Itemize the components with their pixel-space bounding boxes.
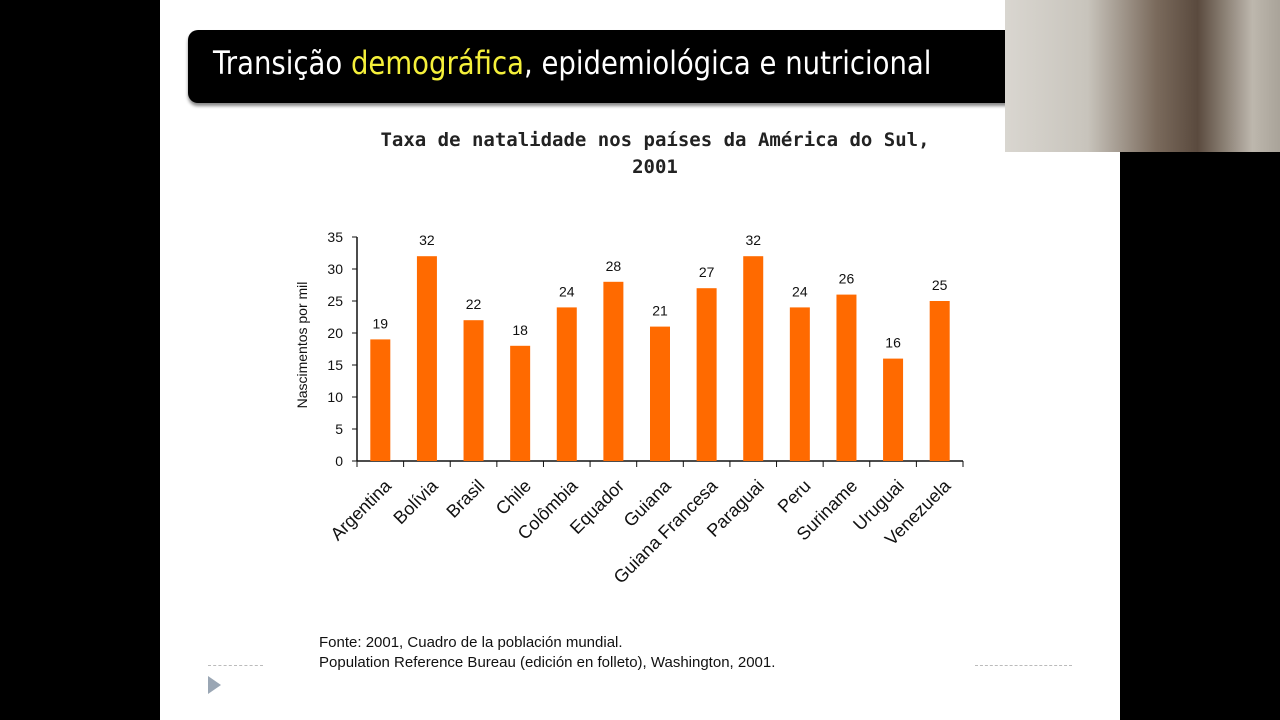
bar-colômbia [556, 307, 577, 461]
bar-suriname [836, 294, 857, 461]
bar-paraguai [743, 256, 764, 461]
data-label: 19 [373, 315, 389, 331]
y-tick-label: 30 [327, 261, 343, 277]
y-axis-label: Nascimentos por mil [294, 282, 310, 409]
slide [160, 0, 1120, 720]
bar-brasil [463, 320, 484, 461]
y-tick-label: 20 [327, 325, 343, 341]
data-label: 24 [559, 283, 575, 299]
y-tick-label: 10 [327, 389, 343, 405]
divider-left [208, 665, 263, 666]
data-label: 22 [466, 296, 482, 312]
source-line-1: Fonte: 2001, Cuadro de la población mund… [319, 634, 623, 651]
divider-right [975, 665, 1072, 666]
category-label: Chile [492, 476, 535, 519]
data-label: 21 [652, 303, 668, 319]
y-tick-label: 35 [327, 229, 343, 245]
title-bar [188, 30, 1018, 103]
data-label: 18 [512, 322, 528, 338]
y-tick-label: 15 [327, 357, 343, 373]
bar-guiana [650, 326, 670, 461]
source-line-2: Population Reference Bureau (edición en … [319, 654, 776, 671]
bar-peru [789, 307, 810, 461]
data-label: 32 [745, 232, 761, 248]
data-label: 16 [885, 335, 901, 351]
y-tick-label: 0 [335, 453, 343, 469]
data-label: 27 [699, 264, 715, 280]
source-note: Fonte: 2001, Cuadro de la población mund… [319, 633, 775, 673]
title-text: Transição [213, 44, 351, 82]
data-label: 28 [606, 258, 622, 274]
y-tick-label: 25 [327, 293, 343, 309]
title-text-rest: , epidemiológica e nutricional [523, 44, 932, 82]
next-slide-arrow-icon[interactable] [208, 676, 221, 694]
bar-chile [510, 345, 531, 461]
bar-uruguai [883, 358, 904, 461]
category-label: Argentina [327, 475, 396, 544]
category-label: Peru [774, 476, 815, 517]
bar-guiana-francesa [696, 288, 717, 461]
title-highlight: demográfica [350, 44, 524, 82]
data-label: 24 [792, 283, 808, 299]
y-tick-label: 5 [335, 421, 343, 437]
data-label: 25 [932, 277, 948, 293]
data-label: 26 [839, 271, 855, 287]
category-label: Brasil [442, 476, 488, 522]
chart-title: Taxa de natalidade nos países da América… [380, 129, 929, 151]
bar-bolívia [416, 256, 437, 461]
category-label: Bolívia [389, 475, 442, 528]
bar-equador [603, 281, 624, 461]
data-label: 32 [419, 232, 435, 248]
bar-argentina [370, 339, 391, 461]
bar-venezuela [929, 301, 950, 461]
slide-title: Transição demográfica, epidemiológica e … [213, 44, 931, 82]
webcam-video [1005, 0, 1280, 152]
chart-title-year: 2001 [632, 156, 678, 178]
